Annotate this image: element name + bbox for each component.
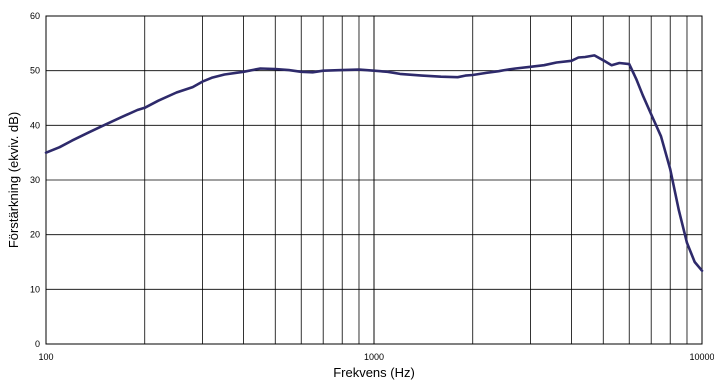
y-tick-label: 60 (30, 11, 40, 21)
x-tick-label: 1000 (364, 352, 384, 362)
plot-area-frame (45, 15, 703, 345)
y-tick-label: 30 (30, 175, 40, 185)
y-tick-label: 10 (30, 284, 40, 294)
y-axis-title: Förstärkning (ekviv. dB) (6, 112, 21, 248)
y-axis-tick-labels: 0 10 20 30 40 50 60 (30, 11, 40, 349)
x-tick-label: 100 (38, 352, 53, 362)
y-tick-label: 40 (30, 120, 40, 130)
grid-lines (45, 15, 703, 345)
x-tick-label: 10000 (689, 352, 714, 362)
y-tick-label: 50 (30, 66, 40, 76)
y-tick-label: 20 (30, 230, 40, 240)
y-tick-label: 0 (35, 339, 40, 349)
x-axis-tick-labels: 100 1000 10000 (38, 352, 714, 362)
x-axis-title: Frekvens (Hz) (333, 365, 415, 380)
series-line (44, 54, 704, 272)
